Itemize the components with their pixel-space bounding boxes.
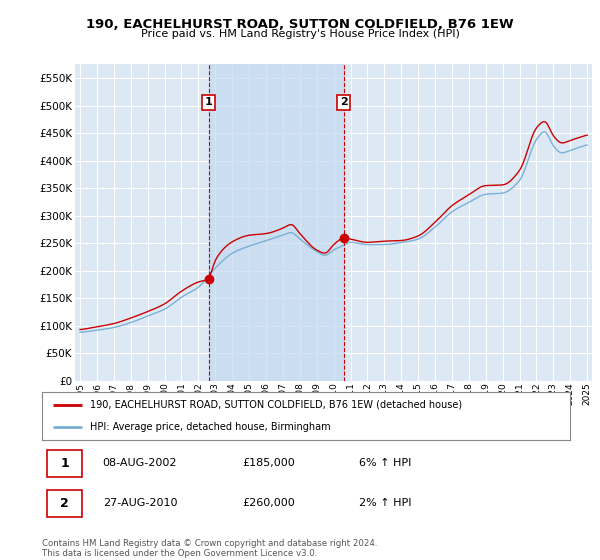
Text: 1: 1 — [205, 97, 212, 108]
Text: 27-AUG-2010: 27-AUG-2010 — [103, 498, 177, 508]
Bar — [209, 64, 344, 381]
FancyBboxPatch shape — [47, 450, 82, 477]
Text: 2: 2 — [340, 97, 347, 108]
Text: 2: 2 — [61, 497, 69, 510]
Text: Contains HM Land Registry data © Crown copyright and database right 2024.
This d: Contains HM Land Registry data © Crown c… — [42, 539, 377, 558]
Text: 2% ↑ HPI: 2% ↑ HPI — [359, 498, 412, 508]
Text: HPI: Average price, detached house, Birmingham: HPI: Average price, detached house, Birm… — [89, 422, 330, 432]
Text: 190, EACHELHURST ROAD, SUTTON COLDFIELD, B76 1EW: 190, EACHELHURST ROAD, SUTTON COLDFIELD,… — [86, 18, 514, 31]
Text: £185,000: £185,000 — [242, 458, 295, 468]
Text: £260,000: £260,000 — [242, 498, 295, 508]
FancyBboxPatch shape — [47, 490, 82, 517]
Text: Price paid vs. HM Land Registry's House Price Index (HPI): Price paid vs. HM Land Registry's House … — [140, 29, 460, 39]
Text: 190, EACHELHURST ROAD, SUTTON COLDFIELD, B76 1EW (detached house): 190, EACHELHURST ROAD, SUTTON COLDFIELD,… — [89, 400, 461, 410]
Text: 1: 1 — [61, 456, 69, 470]
Text: 08-AUG-2002: 08-AUG-2002 — [103, 458, 177, 468]
Text: 6% ↑ HPI: 6% ↑ HPI — [359, 458, 411, 468]
